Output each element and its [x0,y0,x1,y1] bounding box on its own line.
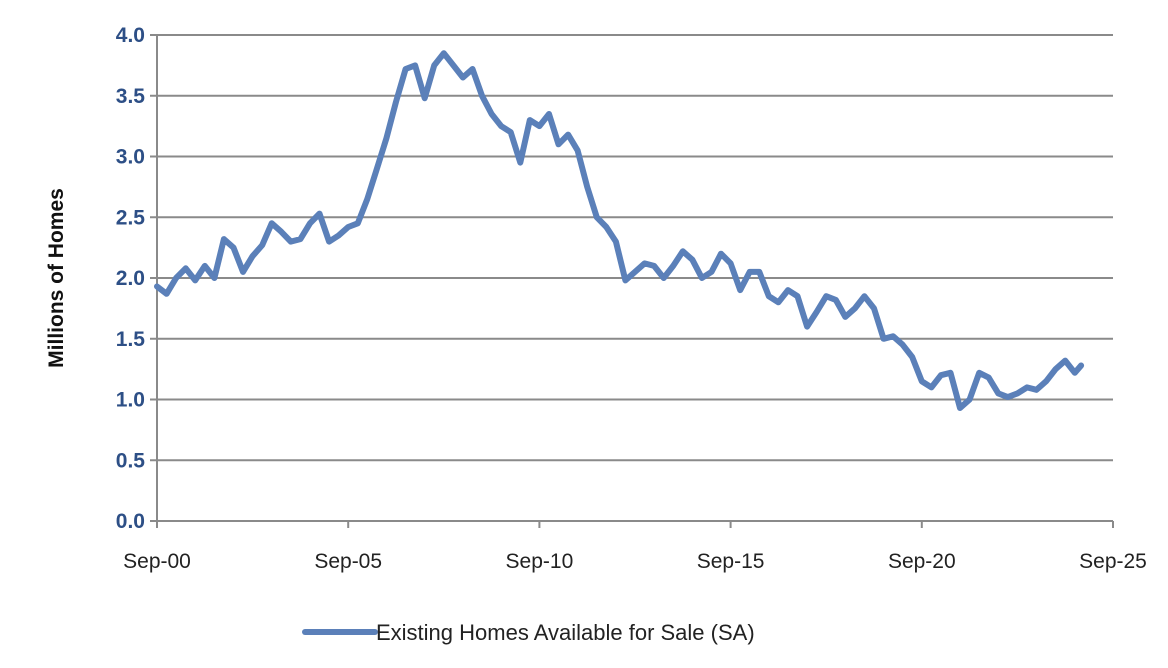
legend: Existing Homes Available for Sale (SA) [302,620,755,645]
x-tick-label: Sep-05 [314,550,382,573]
y-tick-label: 1.5 [116,328,146,351]
x-tick-label: Sep-00 [123,550,191,573]
x-tick-label: Sep-20 [888,550,956,573]
y-tick-label: 1.0 [116,389,145,412]
y-tick-label: 0.5 [116,449,146,472]
series-line [154,50,1085,411]
x-tick-label: Sep-25 [1079,550,1147,573]
legend-label: Existing Homes Available for Sale (SA) [376,620,755,645]
x-axis: Sep-00 Sep-05 Sep-10 Sep-15 Sep-20 Sep-25 [123,520,1147,573]
y-axis: 0.0 0.5 1.0 1.5 2.0 2.5 3.0 3.5 4.0 [116,24,158,533]
y-tick-label: 4.0 [116,24,145,47]
y-tick-label: 2.5 [116,206,146,229]
y-tick-label: 3.0 [116,146,145,169]
series-lines [154,50,1085,411]
x-tick-label: Sep-10 [506,550,574,573]
x-tick-label: Sep-15 [697,550,765,573]
y-tick-label: 3.5 [116,85,146,108]
y-tick-label: 0.0 [116,510,145,533]
y-tick-label: 2.0 [116,267,145,290]
y-axis-label: Millions of Homes [45,188,68,368]
